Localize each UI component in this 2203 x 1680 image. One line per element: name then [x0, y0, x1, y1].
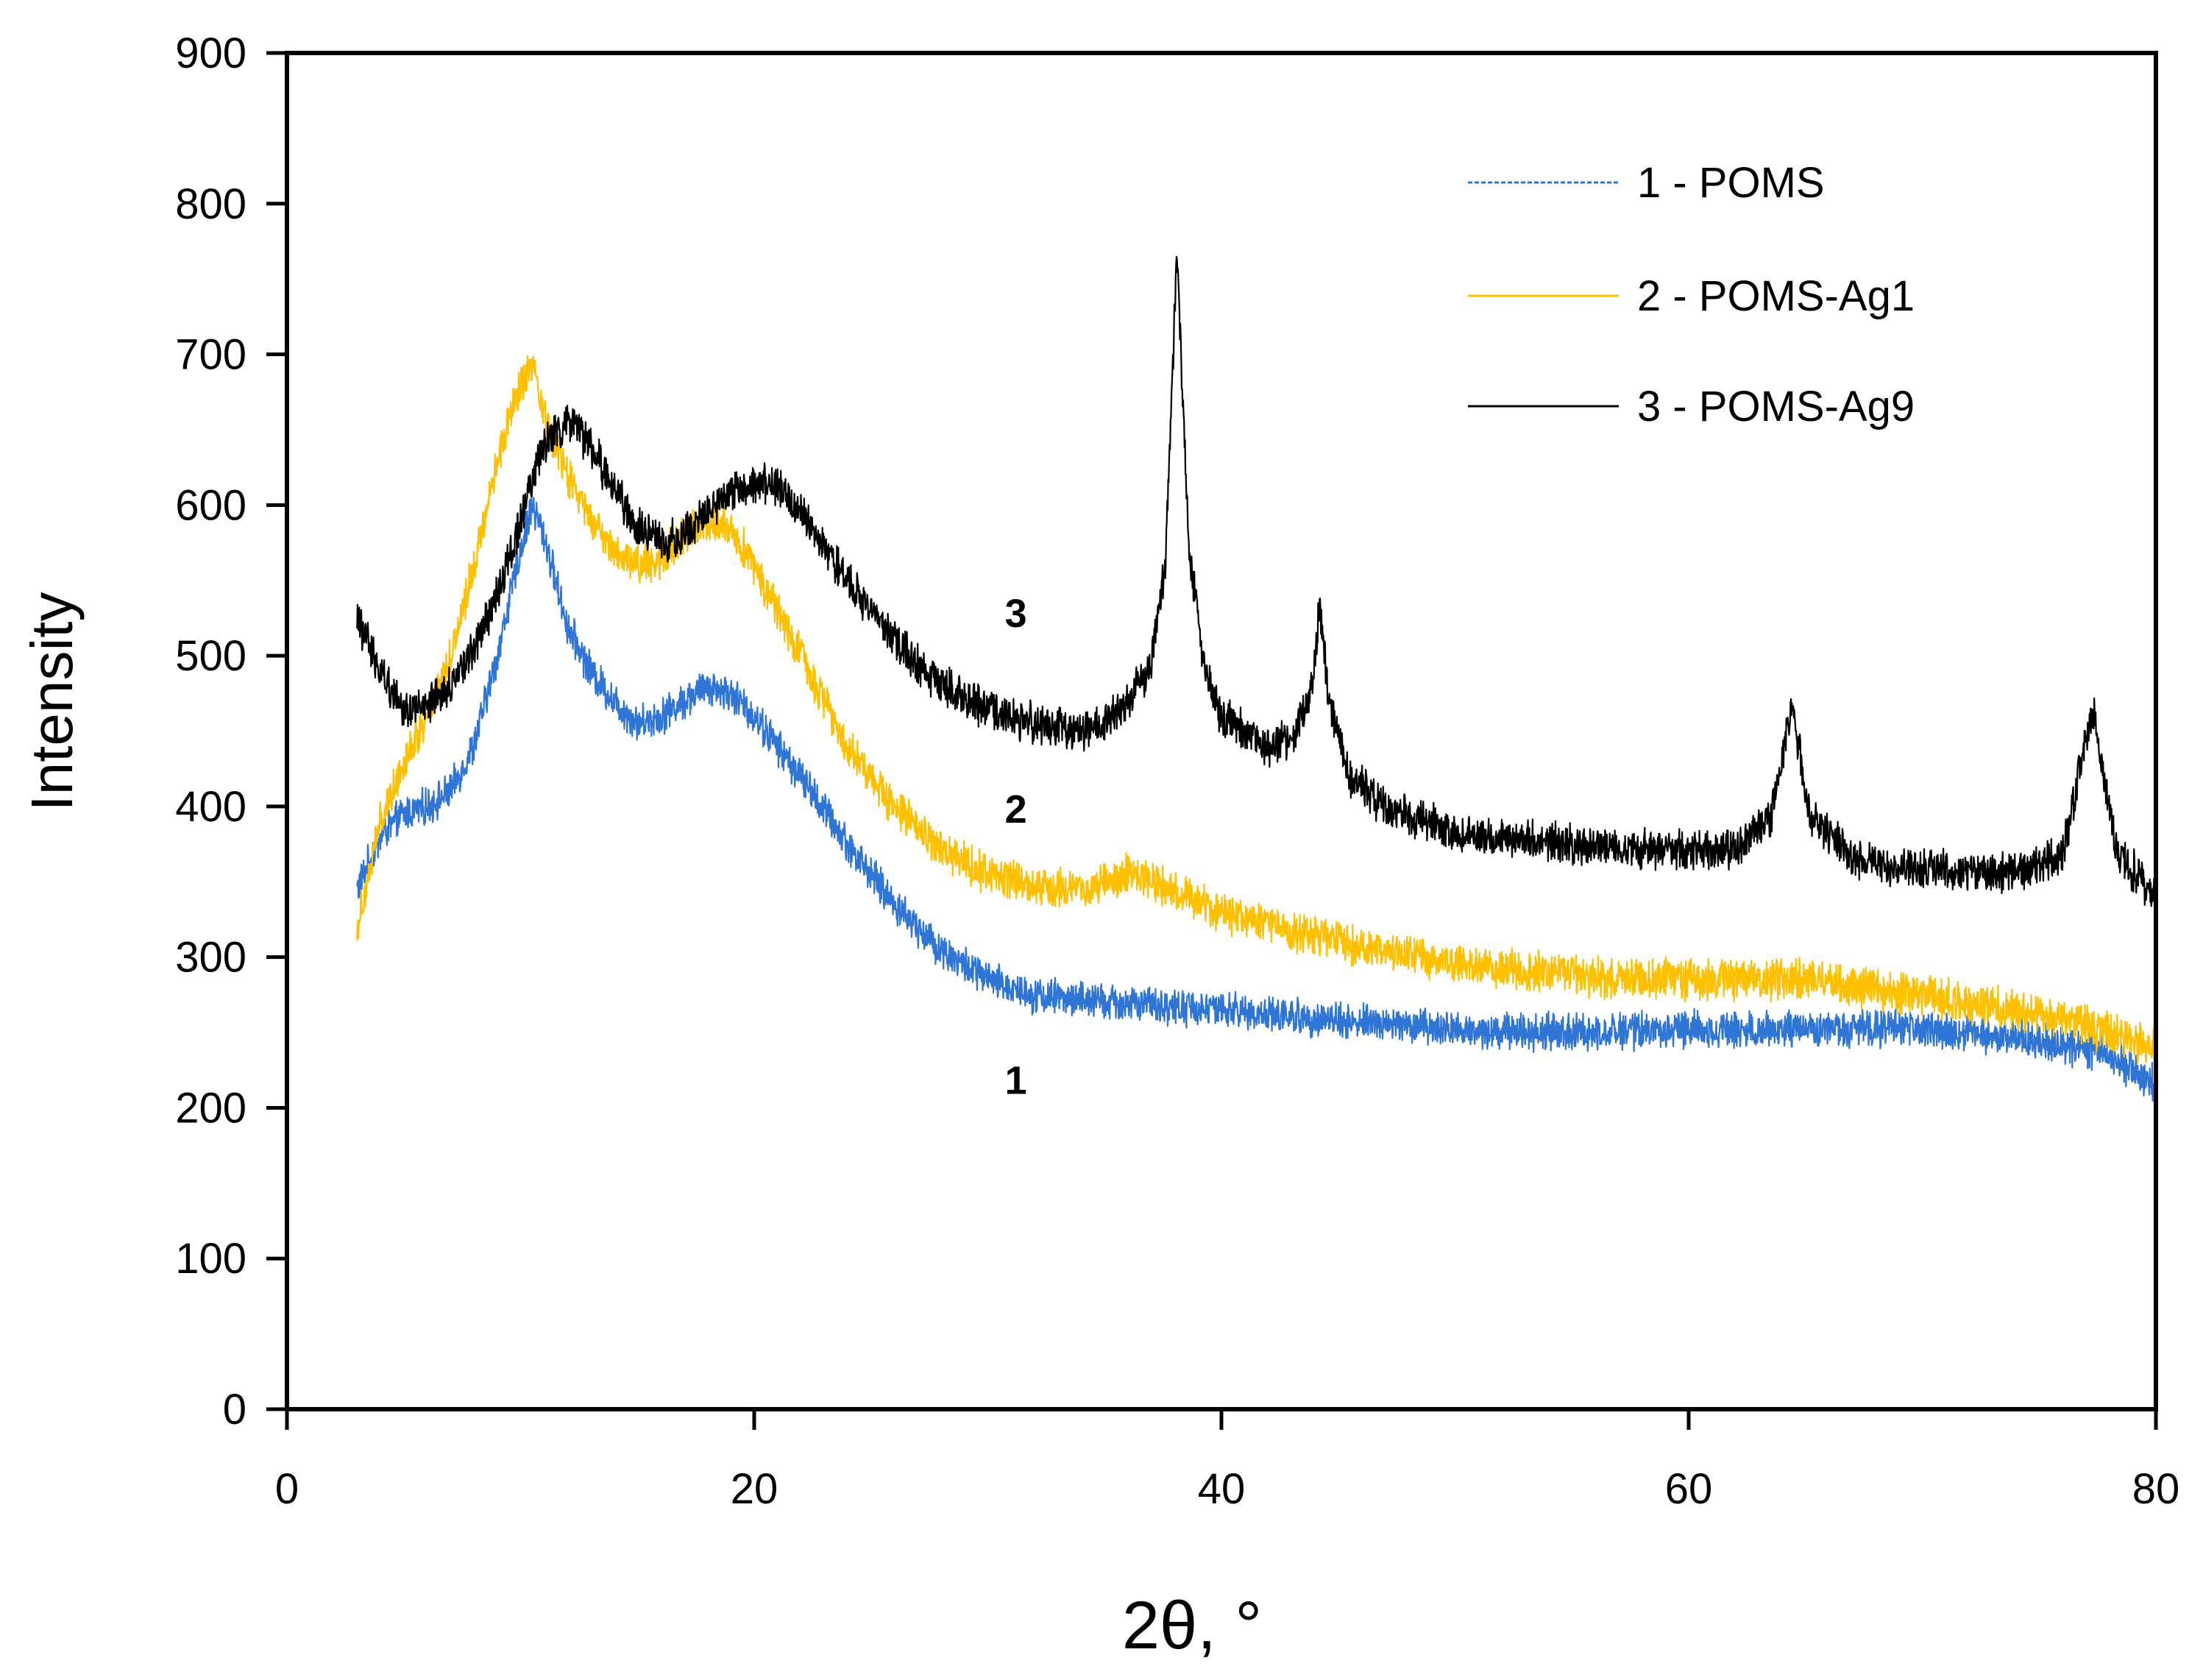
legend-entry-s2: 2 - POMS-Ag1 [1637, 272, 1915, 320]
y-tick-label: 0 [223, 1386, 246, 1433]
x-tick-label: 60 [1665, 1465, 1713, 1513]
y-tick-label: 600 [175, 481, 246, 529]
x-tick-label: 40 [1198, 1465, 1246, 1513]
legend-entry-s1: 1 - POMS [1637, 159, 1825, 207]
series-line-s1 [356, 495, 2157, 1103]
curve-labels-layer: 1 2 3 [1005, 592, 1027, 1103]
y-tick-label: 300 [175, 934, 246, 982]
ticks-layer: 0 100 200 300 400 500 600 700 800 900 0 20 40 60 80 [175, 29, 2179, 1513]
y-tick-label: 100 [175, 1235, 246, 1283]
legend: 1 - POMS 2 - POMS-Ag1 3 - POMS-Ag9 [1468, 159, 1915, 430]
legend-entry-s3: 3 - POMS-Ag9 [1637, 383, 1915, 430]
x-tick-label: 20 [731, 1465, 778, 1513]
series-line-s3 [356, 255, 2157, 909]
x-tick-label: 0 [275, 1465, 299, 1513]
y-tick-label: 400 [175, 783, 246, 831]
y-tick-label: 900 [175, 29, 246, 77]
y-axis-title: Intensity [19, 592, 85, 812]
series-layer [356, 255, 2157, 1103]
x-tick-label: 80 [2132, 1465, 2180, 1513]
curve-label-3: 3 [1005, 592, 1027, 636]
x-axis-title: 2θ, ° [1122, 1588, 1262, 1663]
y-tick-label: 500 [175, 632, 246, 680]
series-line-s2 [356, 355, 2157, 1065]
y-tick-label: 200 [175, 1084, 246, 1132]
y-tick-label: 800 [175, 180, 246, 228]
y-tick-label: 700 [175, 331, 246, 379]
curve-label-1: 1 [1005, 1059, 1027, 1103]
curve-label-2: 2 [1005, 787, 1027, 832]
